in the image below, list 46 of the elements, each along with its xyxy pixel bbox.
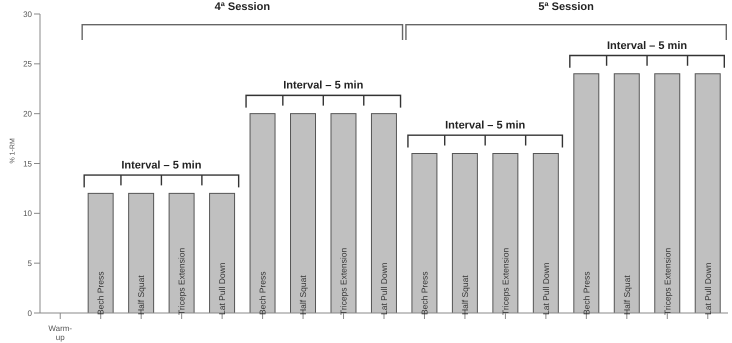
bar bbox=[209, 192, 236, 313]
x-tick-label: Warm-up bbox=[48, 324, 72, 342]
bar bbox=[411, 153, 438, 313]
bar bbox=[573, 73, 600, 313]
y-tick-label: 20 bbox=[23, 110, 33, 119]
x-tick-label: Bech Press bbox=[258, 272, 268, 315]
x-tick-label: Triceps Extension bbox=[500, 247, 510, 315]
x-tick-label: Lat Pull Down bbox=[217, 262, 228, 315]
annotation: Interval – 5 min bbox=[445, 120, 526, 132]
y-tick-label: 5 bbox=[28, 259, 33, 268]
x-tick-label: Half Squat bbox=[460, 274, 470, 315]
bar bbox=[492, 153, 518, 313]
annotation: Interval – 5 min bbox=[121, 159, 202, 172]
y-tick-label: 30 bbox=[23, 10, 33, 19]
bar bbox=[168, 192, 195, 313]
bar bbox=[694, 73, 721, 313]
y-tick-label: 0 bbox=[28, 308, 33, 318]
y-tick-label: 25 bbox=[23, 60, 33, 69]
text: 4ª Session bbox=[214, 1, 270, 13]
x-tick-label: Triceps Extension bbox=[338, 247, 349, 315]
bar bbox=[532, 153, 559, 313]
bar bbox=[654, 73, 680, 313]
bar bbox=[88, 192, 114, 313]
bar bbox=[128, 192, 154, 313]
text: 5ª Session bbox=[538, 1, 594, 13]
x-tick-label: Lat Pull Down bbox=[379, 262, 389, 315]
bar bbox=[452, 153, 478, 313]
x-tick-label: Bech Press bbox=[581, 272, 592, 315]
x-tick-label: Lat Pull Down bbox=[702, 262, 713, 315]
y-tick-label: 15 bbox=[23, 159, 33, 168]
bar bbox=[290, 113, 316, 313]
bar bbox=[330, 113, 356, 313]
annotation: Interval – 5 min bbox=[607, 40, 688, 52]
bar bbox=[370, 113, 397, 313]
x-tick-label: Triceps Extension bbox=[176, 247, 187, 315]
x-tick-label: Bech Press bbox=[419, 272, 430, 315]
x-tick-label: Triceps Extension bbox=[662, 247, 672, 315]
bar bbox=[614, 73, 640, 313]
annotation: Interval – 5 min bbox=[283, 80, 364, 92]
bar bbox=[250, 113, 276, 313]
x-tick-label: Half Squat bbox=[622, 274, 632, 315]
x-tick-label: Half Squat bbox=[136, 274, 146, 315]
x-tick-label: Lat Pull Down bbox=[540, 262, 551, 315]
x-tick-label: Bech Press bbox=[96, 272, 106, 315]
x-tick-label: Half Squat bbox=[298, 274, 308, 315]
y-tick-label: 10 bbox=[23, 209, 33, 218]
